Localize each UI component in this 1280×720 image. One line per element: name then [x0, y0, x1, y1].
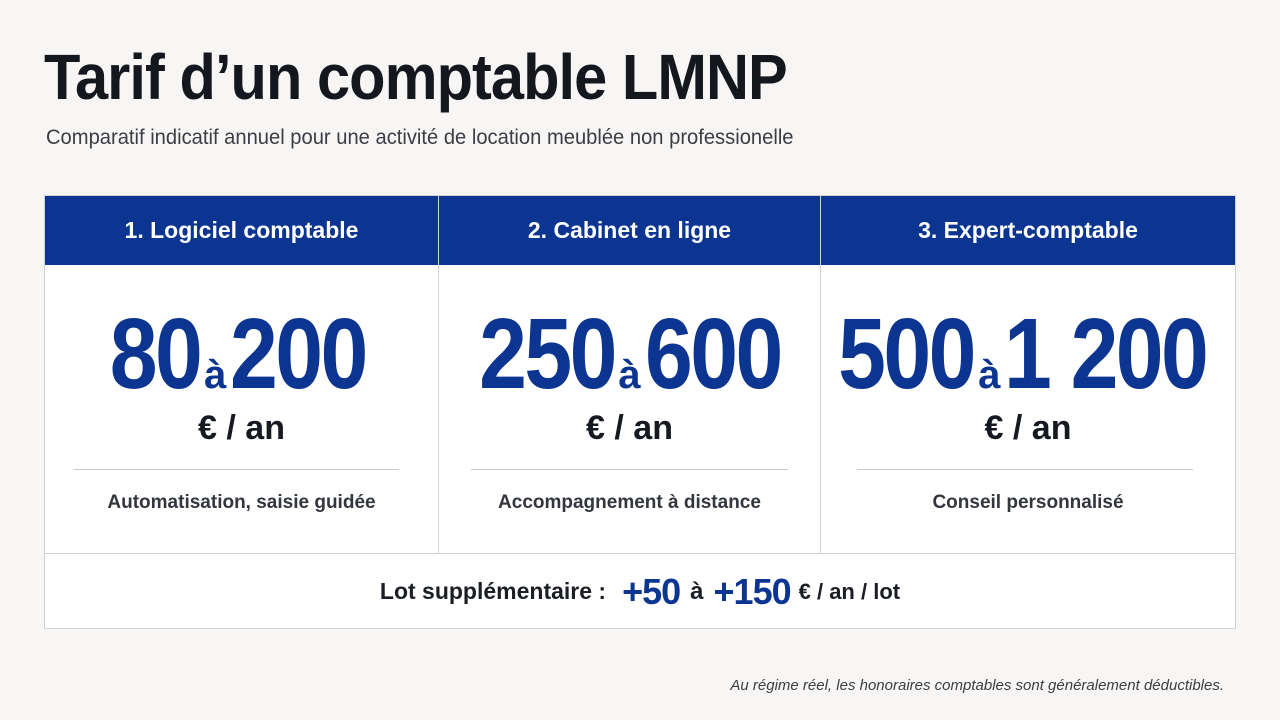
page-title: Tarif d’un comptable LMNP — [44, 41, 788, 113]
column-description: Automatisation, saisie guidée — [107, 492, 376, 513]
column-header: 1. Logiciel comptable — [45, 196, 438, 265]
price-range: 500 à 1 200 — [821, 304, 1235, 404]
divider — [471, 469, 788, 470]
price-unit: € / an — [586, 409, 673, 447]
page-subtitle: Comparatif indicatif annuel pour une act… — [46, 126, 794, 149]
price-separator: à — [978, 353, 1001, 397]
price-range: 80 à 200 — [45, 304, 438, 404]
price-range: 250 à 600 — [439, 304, 820, 404]
price-unit: € / an — [984, 409, 1072, 447]
price-separator: à — [618, 353, 641, 397]
extra-lot-max: +150 — [713, 570, 792, 612]
price-separator: à — [204, 353, 227, 397]
extra-lot-unit: € / an / lot — [798, 578, 901, 604]
column-online-firm: 2. Cabinet en ligne 250 à 600 € / an Acc… — [439, 196, 821, 553]
column-description: Conseil personnalisé — [932, 492, 1124, 513]
price-min: 80 — [109, 298, 203, 410]
extra-lot-label: Lot supplémentaire : — [379, 578, 607, 604]
footnote: Au régime réel, les honoraires comptable… — [730, 677, 1224, 694]
divider — [74, 469, 399, 470]
column-accountant: 3. Expert-comptable 500 à 1 200 € / an C… — [821, 196, 1235, 553]
pricing-table: 1. Logiciel comptable 80 à 200 € / an Au… — [44, 195, 1236, 629]
pricing-columns: 1. Logiciel comptable 80 à 200 € / an Au… — [45, 196, 1235, 553]
price-min: 500 — [838, 298, 976, 410]
price-unit: € / an — [198, 409, 285, 447]
price-max: 1 200 — [1004, 298, 1209, 410]
column-header: 3. Expert-comptable — [821, 196, 1235, 265]
price-max: 600 — [644, 298, 783, 410]
extra-lot-separator: à — [690, 577, 704, 605]
column-software: 1. Logiciel comptable 80 à 200 € / an Au… — [45, 196, 439, 553]
extra-lot-min: +50 — [622, 570, 681, 612]
column-header: 2. Cabinet en ligne — [439, 196, 820, 265]
column-description: Accompagnement à distance — [498, 492, 761, 513]
price-max: 200 — [230, 298, 368, 410]
price-min: 250 — [478, 298, 617, 410]
extra-lot-row: Lot supplémentaire : +50 à +150 € / an /… — [45, 553, 1235, 629]
divider — [857, 469, 1193, 470]
